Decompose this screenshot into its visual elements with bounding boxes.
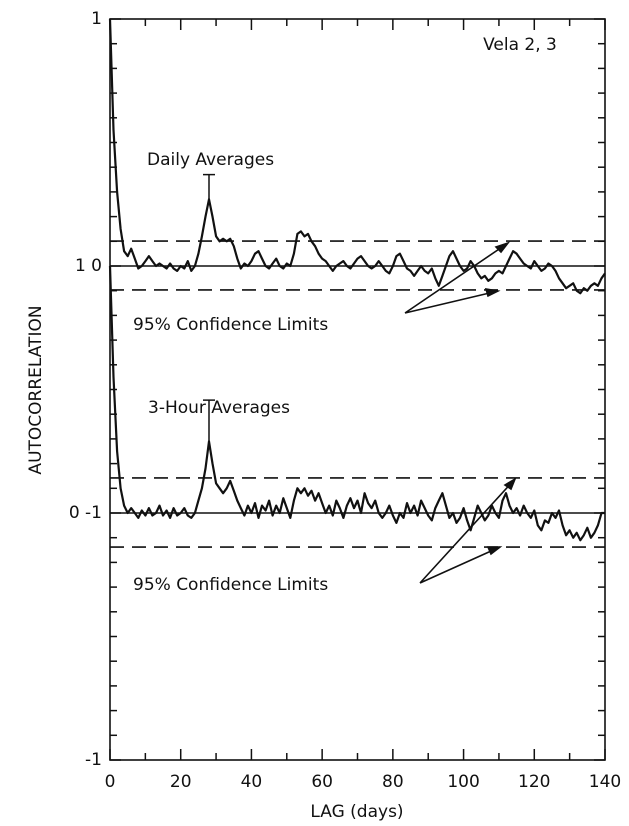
x-tick-label: 120	[518, 772, 550, 792]
series-label: Daily Averages	[147, 150, 274, 170]
x-tick-label: 40	[241, 772, 263, 792]
y-tick-label: 0 -1	[69, 503, 102, 523]
confidence-label: 95% Confidence Limits	[133, 575, 328, 595]
plot-frame	[109, 18, 606, 761]
arrow-lines	[404, 242, 516, 584]
x-axis-label: LAG (days)	[310, 802, 403, 822]
x-tick-label: 100	[447, 772, 479, 792]
y-tick-label: 1	[91, 9, 102, 29]
y-axis-label: AUTOCORRELATION	[26, 305, 46, 474]
x-tick-label: 20	[170, 772, 192, 792]
series-label: 3-Hour Averages	[148, 398, 290, 418]
y-tick-label: -1	[85, 750, 102, 770]
x-tick-label: 140	[589, 772, 621, 792]
arrow-heads	[484, 241, 517, 556]
y-tick-label: 1 0	[75, 256, 102, 276]
x-tick-label: 0	[105, 772, 116, 792]
x-tick-label: 80	[382, 772, 404, 792]
x-tick-label: 60	[311, 772, 333, 792]
series-line	[108, 18, 606, 295]
confidence-label: 95% Confidence Limits	[133, 315, 328, 335]
series-line	[108, 265, 605, 542]
annotation: Vela 2, 3	[483, 35, 557, 55]
arrows	[404, 241, 517, 584]
